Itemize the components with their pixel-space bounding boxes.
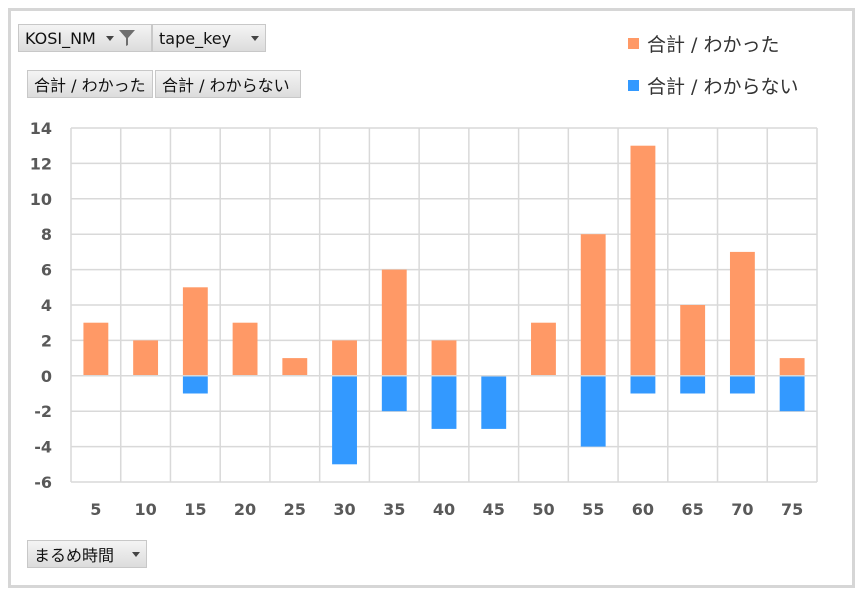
bar[interactable]	[381, 269, 407, 376]
bar[interactable]	[381, 375, 407, 412]
tape-key-label: tape_key	[159, 28, 232, 48]
value-field-button-wakatta[interactable]: 合計 / わかった	[27, 70, 153, 98]
y-tick-label: 8	[41, 225, 52, 244]
bar[interactable]	[282, 358, 308, 376]
y-tick-label: 6	[41, 261, 52, 280]
bars	[71, 145, 817, 465]
bar[interactable]	[182, 287, 208, 376]
bar[interactable]	[630, 375, 656, 394]
x-tick-label: 60	[632, 500, 654, 519]
kosi-nm-filter-button[interactable]: KOSI_NM	[18, 24, 152, 52]
x-tick-label: 65	[682, 500, 704, 519]
bar[interactable]	[779, 358, 805, 376]
legend-label: 合計 / わかった	[647, 34, 780, 56]
legend-swatch-orange	[628, 38, 639, 49]
x-tick-label: 30	[333, 500, 355, 519]
x-tick-label: 75	[781, 500, 803, 519]
bar[interactable]	[630, 145, 656, 376]
bar[interactable]	[680, 305, 706, 376]
x-tick-label: 20	[234, 500, 256, 519]
legend-item-wakaranai: 合計 / わからない	[628, 72, 798, 99]
bar[interactable]	[332, 375, 357, 465]
value-field-button-wakaranai[interactable]: 合計 / わからない	[155, 70, 301, 98]
x-axis-ticks: 5 10 15 20 25 30 35 40 45 50 55 60 65 70 75	[90, 500, 803, 519]
y-tick-label: 0	[41, 367, 52, 386]
bar[interactable]	[729, 375, 755, 394]
value-field-label: 合計 / わからない	[162, 76, 290, 95]
legend-swatch-blue	[628, 80, 639, 91]
y-axis-ticks: 14 12 10 8 6 4 2 0 -2 -4 -6	[30, 119, 52, 492]
x-tick-label: 5	[90, 500, 101, 519]
bar[interactable]	[481, 375, 507, 429]
axis-field-button[interactable]: まるめ時間	[27, 540, 147, 568]
tape-key-filter-button[interactable]: tape_key	[152, 24, 266, 52]
y-tick-label: 10	[30, 190, 52, 209]
x-tick-label: 50	[532, 500, 554, 519]
x-tick-label: 70	[731, 500, 753, 519]
x-tick-label: 10	[134, 500, 156, 519]
y-tick-label: 2	[41, 331, 52, 350]
bar[interactable]	[332, 340, 357, 376]
bar[interactable]	[182, 375, 208, 394]
y-tick-label: 4	[41, 296, 52, 315]
x-tick-label: 45	[483, 500, 505, 519]
dropdown-arrow-icon	[251, 35, 259, 41]
y-tick-label: 14	[30, 119, 52, 138]
x-tick-label: 15	[184, 500, 206, 519]
x-tick-label: 55	[582, 500, 604, 519]
legend-label: 合計 / わからない	[647, 76, 799, 98]
chart-frame	[8, 8, 855, 588]
x-tick-label: 35	[383, 500, 405, 519]
x-tick-label: 25	[284, 500, 306, 519]
bar[interactable]	[431, 375, 457, 429]
bar[interactable]	[431, 340, 457, 376]
axis-field-label: まるめ時間	[34, 546, 115, 565]
value-field-label: 合計 / わかった	[34, 76, 146, 95]
bar[interactable]	[531, 322, 556, 376]
bar[interactable]	[680, 375, 706, 394]
x-tick-label: 40	[433, 500, 455, 519]
bar[interactable]	[779, 375, 805, 412]
bar[interactable]	[729, 251, 755, 376]
y-tick-label: -6	[34, 473, 52, 492]
bar[interactable]	[232, 322, 258, 376]
dropdown-arrow-icon	[105, 35, 114, 41]
bar[interactable]	[580, 375, 606, 447]
legend-item-wakatta: 合計 / わかった	[628, 30, 779, 57]
bar[interactable]	[83, 322, 109, 376]
bar[interactable]	[580, 234, 606, 376]
bar[interactable]	[133, 340, 159, 376]
dropdown-arrow-icon	[132, 551, 140, 557]
kosi-nm-label: KOSI_NM	[25, 28, 96, 48]
filter-icon	[118, 30, 135, 46]
y-tick-label: 12	[30, 154, 52, 173]
y-tick-label: -2	[34, 402, 52, 421]
y-tick-label: -4	[34, 438, 52, 457]
